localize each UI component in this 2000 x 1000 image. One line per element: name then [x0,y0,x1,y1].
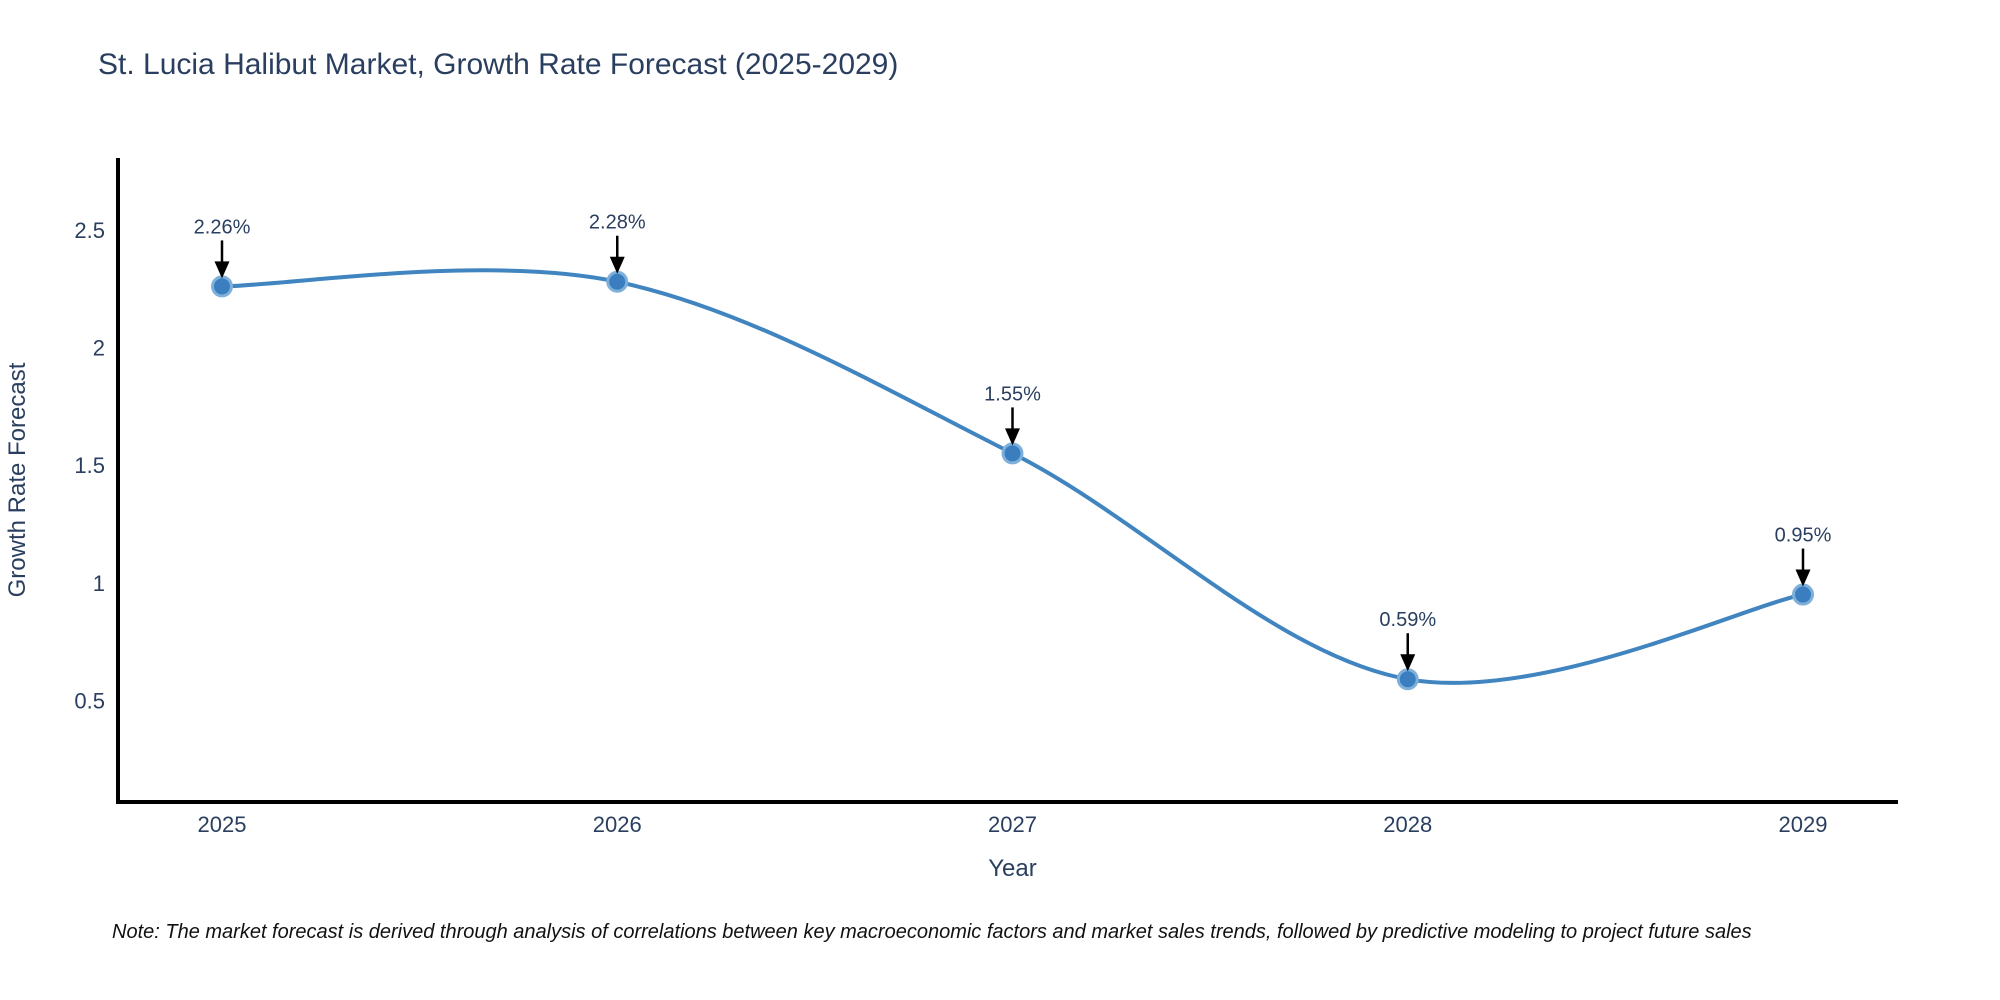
data-point-2028[interactable] [1396,668,1419,691]
annotation-arrowhead-2028 [1400,654,1416,672]
chart-title: St. Lucia Halibut Market, Growth Rate Fo… [98,48,899,81]
x-tick-label-2026: 2026 [593,812,642,837]
x-tick-label-2028: 2028 [1383,812,1432,837]
annotation-label-2028: 0.59% [1379,609,1436,631]
y-axis-title: Growth Rate Forecast [4,362,31,597]
data-point-2029[interactable] [1792,583,1814,606]
x-tick-label-2029: 2029 [1779,812,1828,837]
y-tick-label-1: 1 [93,571,105,596]
data-point-2027[interactable] [1001,442,1024,465]
annotation-arrowhead-2025 [214,261,230,279]
series-line [220,268,1805,685]
y-tick-label-0.5: 0.5 [74,688,105,713]
y-tick-label-1.5: 1.5 [74,453,105,478]
annotation-arrowhead-2027 [1005,428,1020,446]
annotation-arrowhead-2029 [1795,569,1811,587]
x-axis-title: Year [988,855,1037,882]
annotation-label-2027: 1.55% [984,383,1041,405]
y-tick-label-2: 2 [93,336,105,361]
data-point-2025[interactable] [211,275,233,298]
annotation-label-2025: 2.26% [194,216,251,238]
footnote: Note: The market forecast is derived thr… [112,921,1752,943]
annotation-arrowhead-2026 [609,256,625,274]
x-tick-label-2027: 2027 [988,812,1037,837]
x-tick-label-2025: 2025 [198,812,247,837]
y-tick-label-2.5: 2.5 [74,218,105,243]
data-point-2026[interactable] [606,270,629,293]
annotation-label-2029: 0.95% [1775,525,1832,547]
annotation-label-2026: 2.28% [589,212,646,234]
